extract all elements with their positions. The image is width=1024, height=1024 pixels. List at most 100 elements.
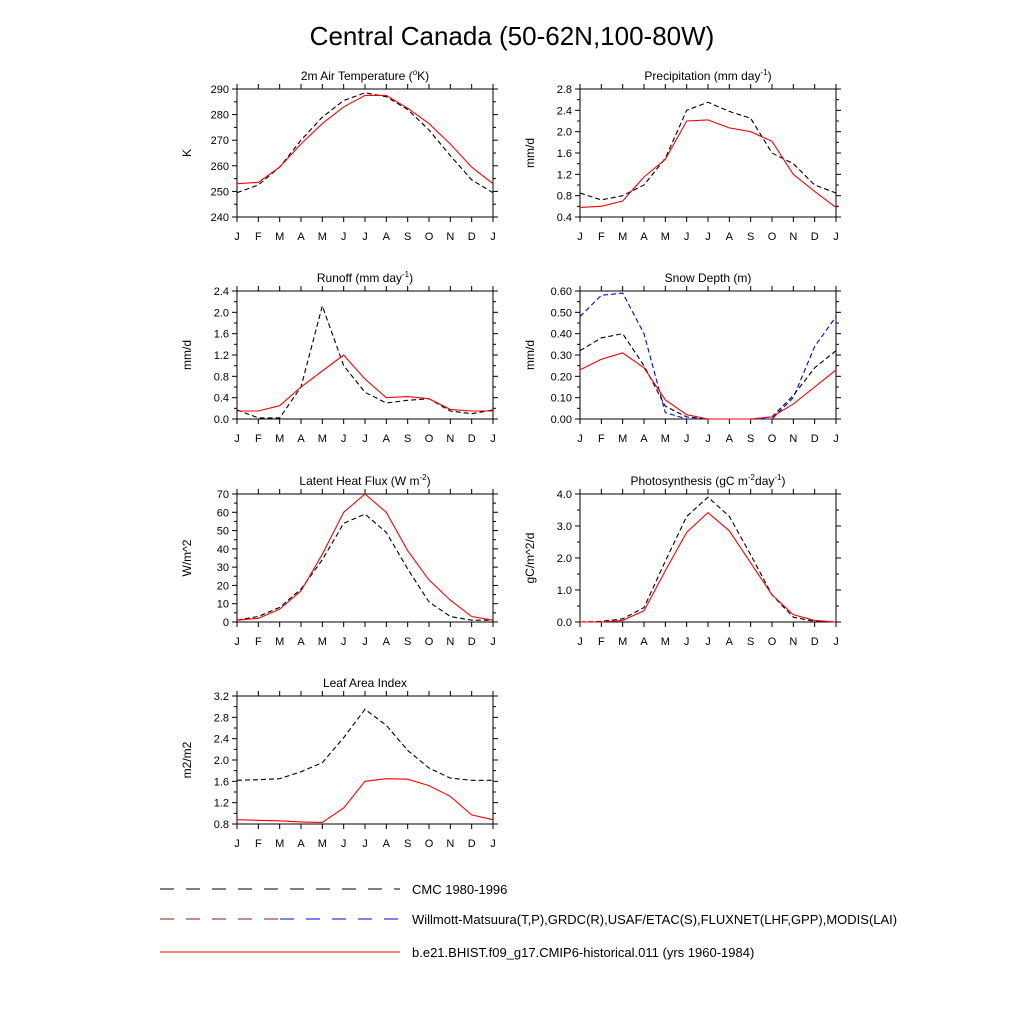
series-line-obs <box>579 333 837 420</box>
x-tick-label: N <box>446 636 454 648</box>
x-tick-label: M <box>661 231 670 243</box>
x-tick-label: M <box>318 231 327 243</box>
x-tick-label: J <box>684 231 690 243</box>
y-tick-label: 2.0 <box>214 307 229 319</box>
panel-title-part: o <box>413 68 418 77</box>
y-tick-label: 20 <box>217 580 229 592</box>
y-axis-label: gC/m^2/d <box>523 533 537 584</box>
y-tick-label: 1.6 <box>214 776 229 788</box>
x-tick-label: A <box>383 838 391 850</box>
y-axis-label: mm/d <box>523 340 537 370</box>
x-tick-label: J <box>577 433 583 445</box>
y-tick-label: 30 <box>217 562 229 574</box>
panel-title-part: ) <box>768 69 772 83</box>
y-tick-label: 250 <box>211 186 229 198</box>
y-tick-label: 40 <box>217 544 229 556</box>
y-tick-label: 0.8 <box>214 371 229 383</box>
panel-title: Snow Depth (m) <box>665 271 752 285</box>
x-tick-label: N <box>446 231 454 243</box>
x-tick-label: D <box>468 838 476 850</box>
x-tick-label: J <box>234 636 240 648</box>
x-tick-label: J <box>684 433 690 445</box>
x-tick-label: M <box>318 433 327 445</box>
x-tick-label: J <box>362 433 368 445</box>
panel-title-part: ) <box>409 271 413 285</box>
x-tick-label: S <box>404 433 411 445</box>
series-line-obs <box>236 708 493 781</box>
y-tick-label: 0.20 <box>551 371 572 383</box>
y-tick-label: 2.8 <box>557 84 572 96</box>
x-tick-label: A <box>640 636 648 648</box>
y-tick-label: 3.0 <box>557 521 572 533</box>
x-tick-label: M <box>661 636 670 648</box>
panel-title-part: K) <box>417 69 429 83</box>
x-tick-label: A <box>383 636 391 648</box>
panel-title: Photosynthesis (gC m-2day-1) <box>631 473 786 488</box>
y-tick-label: 10 <box>217 599 229 611</box>
x-tick-label: S <box>404 636 411 648</box>
series-line-model <box>580 511 837 623</box>
x-tick-label: S <box>747 231 754 243</box>
series-line-obs <box>579 101 837 201</box>
x-tick-label: A <box>640 433 648 445</box>
x-tick-label: N <box>789 231 797 243</box>
x-tick-label: J <box>362 838 368 850</box>
y-axis-label: mm/d <box>180 340 194 370</box>
panel-title: Latent Heat Flux (W m-2) <box>299 473 430 488</box>
panel-title-part: -1 <box>774 473 782 482</box>
y-tick-label: 240 <box>211 212 229 224</box>
x-tick-label: J <box>341 838 347 850</box>
x-tick-label: A <box>726 636 734 648</box>
series-line-obs_snow <box>579 292 837 420</box>
y-tick-label: 2.4 <box>557 105 572 117</box>
panel-title-part: ) <box>427 474 431 488</box>
series-line-model <box>579 352 837 420</box>
y-tick-label: 60 <box>217 507 229 519</box>
x-tick-label: N <box>789 433 797 445</box>
series-line-model <box>236 778 494 823</box>
panel-title-part: Leaf Area Index <box>323 676 407 690</box>
y-axis-label: m2/m2 <box>180 741 194 778</box>
panel-lai: Leaf Area Index m2/m2 0.8 1.2 1.6 2.0 2.4 2.8 3.… <box>180 676 498 850</box>
x-tick-label: J <box>705 636 711 648</box>
x-tick-label: J <box>490 838 496 850</box>
series-line-obs <box>579 496 837 623</box>
x-tick-label: A <box>383 231 391 243</box>
x-tick-label: M <box>318 838 327 850</box>
x-tick-label: O <box>768 636 777 648</box>
x-tick-label: M <box>275 433 284 445</box>
series-line-model <box>579 119 837 208</box>
x-tick-label: A <box>726 433 734 445</box>
panel-title-part: ) <box>782 474 786 488</box>
panel-title-part: -1 <box>402 270 410 279</box>
x-tick-label: D <box>811 636 819 648</box>
x-tick-label: F <box>255 231 262 243</box>
x-tick-label: O <box>425 838 434 850</box>
panel-frame <box>236 290 494 420</box>
x-tick-label: J <box>490 231 496 243</box>
x-tick-label: M <box>275 838 284 850</box>
y-tick-label: 0 <box>223 617 229 629</box>
x-tick-label: J <box>362 231 368 243</box>
y-tick-label: 2.0 <box>214 755 229 767</box>
y-tick-label: 0.0 <box>214 414 229 426</box>
legend: CMC 1980-1996 Willmott-Matsuura(T,P),GRD… <box>160 882 897 960</box>
x-tick-label: J <box>234 838 240 850</box>
y-tick-label: 270 <box>211 135 229 147</box>
panel-title-part: -1 <box>760 68 768 77</box>
x-tick-label: J <box>577 636 583 648</box>
series-line-model <box>237 354 493 412</box>
y-tick-label: 70 <box>217 489 229 501</box>
panel-title-part: Latent Heat Flux (W m <box>299 474 419 488</box>
x-tick-label: D <box>468 231 476 243</box>
x-tick-label: J <box>362 636 368 648</box>
y-tick-label: 0.8 <box>557 191 572 203</box>
y-axis-label: W/m^2 <box>180 539 194 576</box>
y-tick-label: 0.4 <box>214 393 229 405</box>
y-tick-label: 0.40 <box>551 329 572 341</box>
x-tick-label: O <box>425 231 434 243</box>
x-tick-label: M <box>661 433 670 445</box>
y-tick-label: 0.10 <box>551 393 572 405</box>
y-tick-label: 1.6 <box>214 329 229 341</box>
legend-label-obs: Willmott-Matsuura(T,P),GRDC(R),USAF/ETAC… <box>412 912 897 927</box>
